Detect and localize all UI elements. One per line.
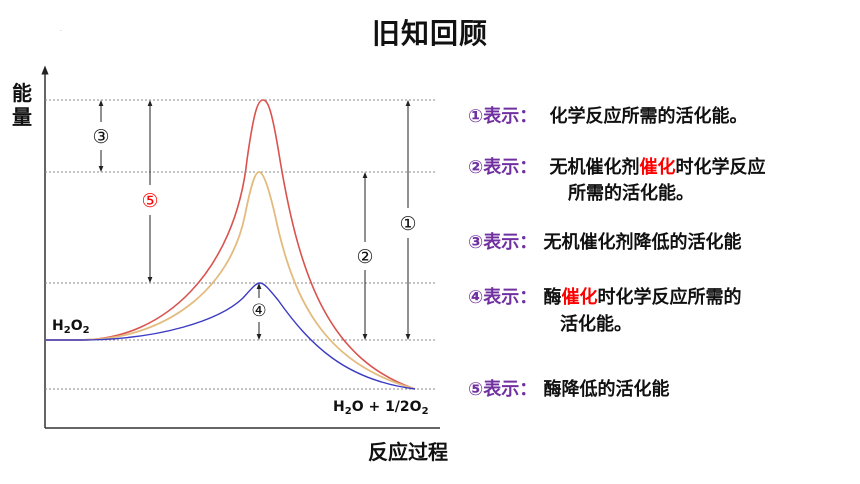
marker-5: ⑤	[141, 190, 158, 212]
product-label: H2O + 1/2O2	[333, 399, 429, 417]
legend-text-2: 无机催化剂催化时化学反应	[550, 157, 766, 178]
legend-text-2-highlight: 催化	[639, 157, 676, 178]
legend-text-4-highlight: 催化	[561, 287, 598, 308]
y-axis-label-char1: 能	[12, 81, 32, 105]
legend-label-2: ②表示：	[468, 157, 538, 178]
legend-item-4: ④表示： 酶催化时化学反应所需的	[468, 285, 742, 311]
curve-uncatalyzed	[45, 99, 416, 390]
guide-lines	[45, 99, 435, 390]
legend-text-2-line2: 所需的活化能。	[568, 183, 694, 204]
legend-label-4: ④表示：	[468, 287, 538, 308]
corner-mark: ·	[60, 28, 62, 35]
legend-label-3: ③表示：	[468, 232, 538, 253]
legend-text-4-a: 酶	[543, 287, 562, 308]
legend-item-5: ⑤表示： 酶降低的活化能	[468, 377, 670, 403]
curve-enzyme	[45, 282, 416, 390]
legend-text-4-line2: 活化能。	[560, 314, 632, 335]
curve-inorganic-catalyst	[45, 171, 416, 390]
legend-label-5: ⑤表示：	[468, 379, 538, 400]
marker-3: ③	[92, 126, 109, 148]
legend-text-1: 化学反应所需的活化能。	[549, 106, 748, 127]
legend-text-5: 酶降低的活化能	[543, 379, 670, 400]
legend-text-2-b: 时化学反应	[675, 157, 766, 178]
y-axis-label-char2: 量	[12, 105, 32, 129]
page-title: 旧知回顾	[371, 17, 488, 50]
legend-text-2-a: 无机催化剂	[549, 157, 640, 178]
legend-text-3: 无机催化剂降低的活化能	[543, 232, 742, 253]
legend-text-4: 酶催化时化学反应所需的	[544, 287, 742, 308]
legend-label-1: ①表示：	[468, 106, 538, 127]
marker-4: ④	[251, 301, 266, 321]
legend-item-2-line2: 所需的活化能。	[568, 181, 694, 207]
legend-item-3: ③表示： 无机催化剂降低的活化能	[468, 230, 742, 256]
legend-text-4-b: 时化学反应所需的	[597, 287, 742, 308]
legend-item-4-line2: 活化能。	[560, 312, 632, 338]
x-axis-label: 反应过程	[368, 440, 448, 464]
legend-item-2: ②表示： 无机催化剂催化时化学反应	[468, 155, 766, 181]
reactant-label: H2O2	[52, 318, 90, 336]
marker-1: ①	[399, 213, 416, 235]
marker-2: ②	[356, 246, 373, 268]
legend-item-1: ①表示： 化学反应所需的活化能。	[468, 104, 748, 130]
